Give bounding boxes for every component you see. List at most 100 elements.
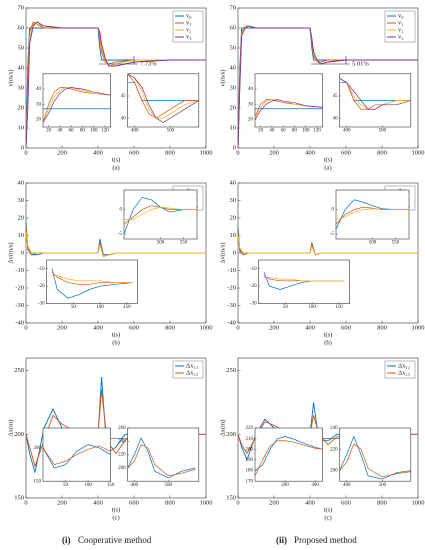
annotation: 7.73% [140,60,157,67]
x-tick-label: 600 [341,149,351,156]
y-tick-label: 10 [18,232,25,239]
y-tick-label: 30 [18,84,25,91]
y-tick-label: 0 [233,249,236,256]
y-tick-label: 30 [18,197,25,204]
caption-number: (i) [62,535,71,545]
series-line [254,99,323,120]
x-tick-label: 0 [24,149,27,156]
x-tick-label: 600 [341,499,351,506]
x-tick-label: 1000 [200,324,213,331]
x-tick-label: 0 [236,499,239,506]
y-tick-label: -20 [250,284,257,289]
x-tick-label: 120 [101,129,109,134]
y-tick-label: 20 [230,104,237,111]
x-tick-label: 550 [392,241,400,246]
y-tick-label: 250 [14,367,24,374]
y-tick-label: -20 [38,284,45,289]
y-axis-label: Δv(m/s) [219,242,226,263]
x-tick-label: 600 [129,324,139,331]
y-tick-label: -5 [118,232,123,237]
plot-frame [335,189,410,240]
x-tick-label: 400 [311,483,319,488]
caption: (a) [324,164,331,171]
y-tick-label: 10 [18,124,25,131]
x-tick-label: 1000 [412,149,425,156]
series-line [42,87,111,123]
x-tick-label: 500 [379,483,387,488]
x-tick-label: 150 [335,305,343,310]
legend-label: v₂ [186,26,192,33]
x-tick-label: 50 [63,483,69,488]
x-tick-label: 800 [377,149,387,156]
y-tick-label: 200 [330,469,338,474]
x-tick-label: 50 [283,305,289,310]
legend-label: Δx₂₃ [398,369,410,376]
series-line [339,443,411,478]
x-tick-label: 20 [46,129,52,134]
plot-frame [46,259,138,304]
caption-text: Cooperative method [78,535,152,545]
x-tick-label: 400 [305,149,315,156]
y-tick-label: -20 [15,284,24,291]
x-tick-label: 800 [377,324,387,331]
x-tick-label: 400 [93,499,103,506]
x-axis-label: t(s) [112,156,121,163]
x-tick-label: 0 [24,499,27,506]
caption: (b) [112,339,120,346]
y-tick-label: 200 [118,466,126,471]
x-tick-label: 1000 [200,499,213,506]
inset-chart: 400 500 40 45 [333,73,412,134]
y-tick-label: 30 [248,102,254,107]
legend-label: v₂ [398,26,404,33]
x-tick-label: 150 [123,305,131,310]
y-tick-label: 45 [333,94,339,99]
inset-chart: 20 40 60 80 100 120 20 30 40 [248,73,323,134]
legend-label: Δx₁₂ [398,362,410,369]
y-tick-label: -30 [15,302,24,309]
x-tick-label: 150 [107,483,115,488]
x-axis-label: t(s) [112,331,121,338]
y-tick-label: 210 [246,437,254,442]
plot-frame [254,73,323,128]
y-tick-label: -40 [227,319,236,326]
legend-label: Δx₂₃ [186,369,198,376]
plot-frame [42,73,111,128]
caption: (c) [324,514,331,521]
y-tick-label: 30 [36,102,42,107]
x-tick-label: 100 [96,305,104,310]
y-tick-label: -30 [38,302,45,307]
x-tick-label: 100 [90,129,98,134]
y-tick-label: 70 [230,4,237,11]
x-tick-label: 200 [57,499,67,506]
plot-frame [254,427,323,482]
inset-chart: 20 40 60 80 100 120 20 30 40 [36,73,111,134]
y-tick-label: 150 [34,479,42,484]
y-tick-label: 20 [36,118,42,123]
y-tick-label: -10 [250,267,257,272]
y-tick-label: 220 [118,453,126,458]
y-tick-label: -10 [38,267,45,272]
y-tick-label: -10 [15,267,24,274]
x-tick-label: 400 [131,129,139,134]
legend-label: v₁ [398,19,404,26]
y-tick-label: 45 [121,94,127,99]
x-tick-label: 500 [167,129,175,134]
x-axis-label: t(s) [324,156,333,163]
y-tick-label: 200 [226,431,236,438]
series-line [123,196,197,235]
inset-chart: 500 550 -5 0 [330,189,410,246]
series-line [335,208,409,220]
x-tick-label: 800 [165,149,175,156]
x-tick-label: 800 [377,499,387,506]
series-line [254,440,323,477]
series-line [25,231,206,258]
x-tick-label: 200 [269,499,279,506]
y-tick-label: -10 [227,267,236,274]
series-line [42,445,111,465]
series-line [339,435,411,480]
series-line [127,73,199,123]
x-tick-label: 800 [165,499,175,506]
x-tick-label: 0 [236,149,239,156]
x-tick-label: 600 [129,149,139,156]
